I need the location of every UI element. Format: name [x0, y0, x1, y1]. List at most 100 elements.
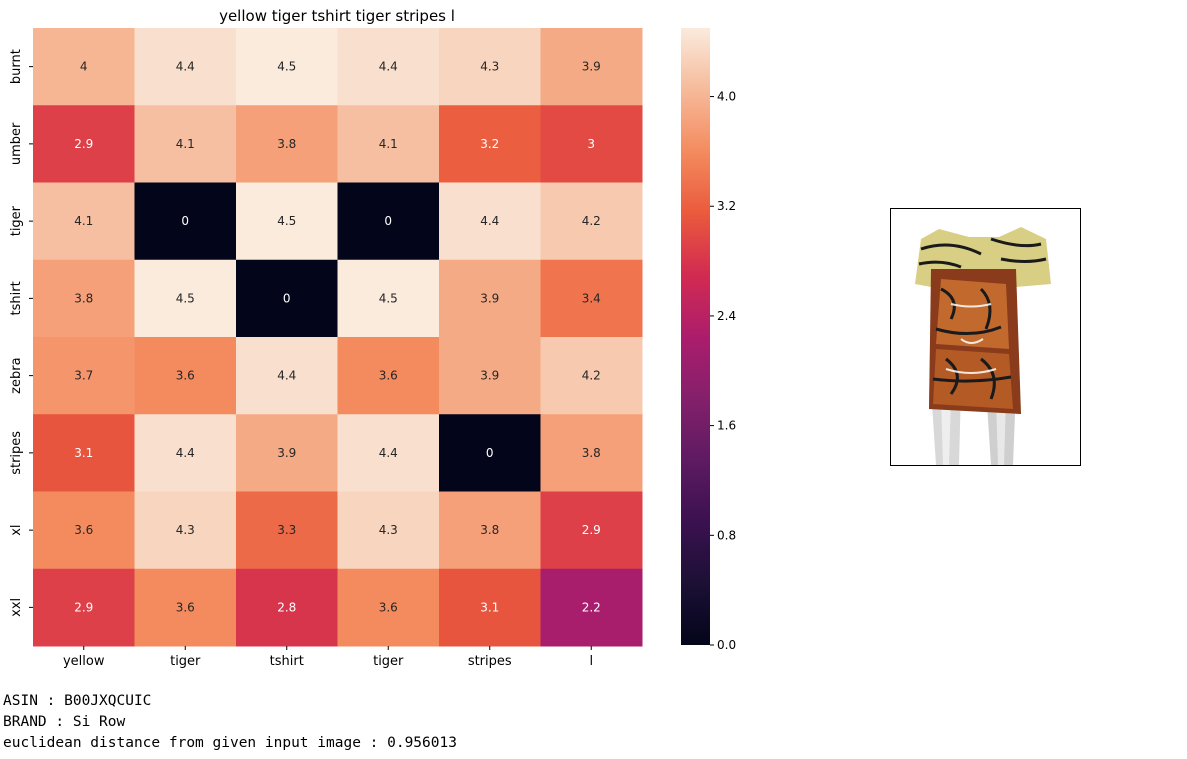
heatmap-cell: [337, 568, 440, 647]
heatmap-cell: [33, 568, 135, 647]
y-tick-label: umber: [9, 122, 24, 165]
y-tick-label: xl: [9, 524, 24, 535]
heatmap-cell: [540, 182, 643, 261]
heatmap-cell: [134, 259, 237, 338]
heatmap-cell: [439, 414, 541, 492]
product-image: [890, 208, 1081, 466]
cell-value-label: 3.8: [480, 523, 499, 537]
cell-value-label: 2.8: [277, 600, 296, 614]
heatmap-cell: [337, 337, 440, 415]
heatmap-cell: [439, 568, 541, 647]
heatmap-cell: [337, 182, 440, 261]
colorbar-tick-label: 0.8: [717, 528, 736, 542]
heatmap-cell: [134, 182, 237, 261]
y-tick-label: tshirt: [9, 281, 24, 315]
cell-value-label: 3.8: [277, 137, 296, 151]
colorbar-tick-label: 1.6: [717, 419, 736, 433]
cell-value-label: 4.3: [480, 60, 499, 74]
y-tick-label: zebra: [9, 357, 24, 393]
heatmap-cell: [439, 182, 541, 261]
heatmap-cell: [439, 491, 541, 570]
heatmap-cell: [439, 337, 541, 415]
heatmap-cell: [134, 414, 237, 492]
cell-value-label: 4.4: [379, 60, 398, 74]
cell-value-label: 3.9: [582, 60, 601, 74]
cell-value-label: 2.9: [74, 137, 93, 151]
heatmap-cell: [33, 414, 135, 492]
cell-value-label: 0: [181, 214, 189, 228]
cell-value-label: 4.1: [379, 137, 398, 151]
heatmap-cell: [33, 259, 135, 338]
y-tick-label: xxl: [9, 598, 24, 617]
cell-value-label: 4.1: [74, 214, 93, 228]
cell-value-label: 4.2: [582, 214, 601, 228]
cell-value-label: 3.2: [480, 137, 499, 151]
cell-value-label: 4.5: [176, 291, 195, 305]
heatmap-cell: [236, 28, 338, 106]
x-tick-label: tiger: [373, 654, 404, 669]
cell-value-label: 3.6: [176, 369, 195, 383]
heatmap-cell: [134, 568, 237, 647]
heatmap-cell: [236, 414, 338, 492]
cell-value-label: 3.3: [277, 523, 296, 537]
cell-value-label: 4.2: [582, 369, 601, 383]
cell-value-label: 3.6: [176, 600, 195, 614]
heatmap-cell: [540, 337, 643, 415]
cell-value-label: 3.8: [74, 291, 93, 305]
heatmap-cell: [439, 28, 541, 106]
heatmap-cell: [33, 28, 135, 106]
heatmap-cell: [337, 414, 440, 492]
heatmap-cell: [540, 28, 643, 106]
cell-value-label: 4.5: [277, 60, 296, 74]
heatmap-cell: [134, 337, 237, 415]
cell-value-label: 3.9: [480, 369, 499, 383]
colorbar-tick-label: 0.0: [717, 638, 736, 652]
cell-value-label: 4.5: [379, 291, 398, 305]
heatmap-cell: [134, 105, 237, 183]
heatmap-cell: [540, 491, 643, 570]
cell-value-label: 4.4: [176, 60, 195, 74]
colorbar-tick-label: 4.0: [717, 90, 736, 104]
cell-value-label: 2.9: [74, 600, 93, 614]
heatmap-cell: [236, 491, 338, 570]
heatmap-cell: [337, 105, 440, 183]
heatmap-cell: [236, 337, 338, 415]
x-tick-label: yellow: [63, 654, 105, 669]
cell-value-label: 4.4: [480, 214, 499, 228]
cell-value-label: 2.2: [582, 600, 601, 614]
tiger-tshirt-image: [915, 227, 1051, 465]
cell-value-label: 3: [587, 137, 595, 151]
heatmap-cell: [337, 28, 440, 106]
heatmap-cell: [134, 28, 237, 106]
y-tick-label: stripes: [9, 431, 24, 475]
cell-value-label: 4.4: [277, 369, 296, 383]
cell-value-label: 0: [486, 446, 494, 460]
x-tick-label: tiger: [170, 654, 201, 669]
colorbar-tick-label: 3.2: [717, 199, 736, 213]
heatmap-cell: [337, 491, 440, 570]
cell-value-label: 4.4: [176, 446, 195, 460]
heatmap-cell: [33, 491, 135, 570]
cell-value-label: 3.6: [74, 523, 93, 537]
cell-value-label: 2.9: [582, 523, 601, 537]
cell-value-label: 4: [80, 60, 88, 74]
cell-value-label: 3.6: [379, 600, 398, 614]
heatmap-cell: [540, 568, 643, 647]
cell-value-label: 3.7: [74, 369, 93, 383]
cell-value-label: 3.6: [379, 369, 398, 383]
heatmap-cell: [236, 182, 338, 261]
cell-value-label: 0: [283, 291, 291, 305]
cell-value-label: 0: [384, 214, 392, 228]
heatmap-cell: [540, 105, 643, 183]
heatmap-cell: [337, 259, 440, 338]
cell-value-label: 3.8: [582, 446, 601, 460]
heatmap-cell: [134, 491, 237, 570]
distance-text: euclidean distance from given input imag…: [3, 735, 457, 751]
heatmap-cell: [236, 568, 338, 647]
heatmap-cell: [33, 337, 135, 415]
heatmap-cell: [236, 259, 338, 338]
y-tick-label: burnt: [9, 49, 24, 84]
cell-value-label: 4.3: [176, 523, 195, 537]
heatmap-cell: [33, 182, 135, 261]
colorbar-tick-label: 2.4: [717, 309, 736, 323]
